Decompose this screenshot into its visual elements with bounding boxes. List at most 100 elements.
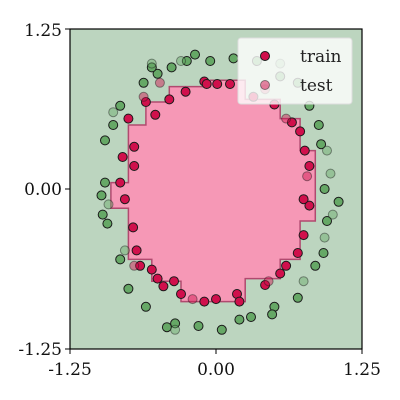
- train-outer-point: [319, 184, 330, 194]
- train-inner-point: [158, 281, 169, 292]
- train-outer-point: [313, 120, 324, 130]
- legend-test-label: test: [300, 76, 333, 96]
- train-outer-point: [161, 322, 172, 333]
- train-inner-point: [117, 152, 128, 162]
- x-axis: -1.25 0.00 1.25: [48, 349, 381, 380]
- test-outer-point: [327, 209, 338, 220]
- train-inner-point: [201, 79, 212, 89]
- train-inner-point: [211, 294, 221, 305]
- train-outer-point: [115, 254, 126, 265]
- test-outer-point: [170, 324, 181, 335]
- train-outer-point: [333, 196, 344, 207]
- train-inner-point: [140, 97, 151, 107]
- train-outer-point: [96, 190, 107, 201]
- train-inner-point: [131, 245, 142, 256]
- train-inner-point: [295, 126, 306, 137]
- train-inner-point: [275, 268, 286, 279]
- test-inner-point: [129, 260, 140, 271]
- train-outer-point: [123, 283, 134, 294]
- train-outer-point: [100, 177, 110, 188]
- train-inner-point: [298, 194, 309, 205]
- train-outer-point: [310, 260, 321, 271]
- legend-test-marker: [260, 80, 270, 90]
- train-inner-point: [234, 296, 245, 307]
- train-inner-point: [292, 248, 303, 258]
- train-inner-point: [212, 79, 223, 89]
- train-inner-point: [129, 161, 140, 171]
- train-inner-point: [164, 94, 175, 105]
- train-outer-point: [166, 62, 177, 73]
- test-inner-point: [302, 171, 313, 182]
- train-inner-point: [304, 200, 315, 211]
- legend: train test: [237, 37, 353, 105]
- test-inner-point: [154, 77, 165, 88]
- train-inner-point: [260, 280, 271, 290]
- test-outer-point: [176, 56, 186, 66]
- test-inner-point: [138, 91, 149, 102]
- test-outer-point: [146, 58, 157, 69]
- train-inner-point: [225, 79, 235, 89]
- test-outer-point: [322, 145, 332, 156]
- train-inner-point: [176, 289, 186, 299]
- train-outer-point: [234, 314, 245, 325]
- train-outer-point: [152, 68, 163, 79]
- y-axis: -1.25 0.00 1.25: [18, 21, 70, 360]
- train-outer-point: [316, 139, 327, 150]
- x-tick-label: 0.00: [197, 360, 235, 380]
- train-outer-point: [146, 62, 157, 73]
- train-outer-point: [140, 301, 151, 312]
- train-outer-point: [115, 100, 126, 111]
- train-outer-point: [181, 56, 192, 66]
- train-outer-point: [138, 77, 149, 88]
- test-outer-point: [319, 232, 330, 243]
- test-outer-point: [325, 168, 336, 179]
- train-inner-point: [150, 109, 161, 120]
- test-inner-point: [187, 294, 198, 305]
- test-inner-point: [263, 276, 274, 287]
- train-outer-point: [246, 312, 256, 322]
- train-inner-point: [115, 177, 126, 188]
- inner-decision-region: [110, 79, 317, 303]
- test-outer-point: [108, 107, 119, 118]
- train-inner-point: [152, 273, 163, 284]
- train-outer-point: [190, 49, 200, 60]
- train-outer-point: [193, 321, 204, 331]
- train-outer-point: [100, 135, 110, 146]
- train-inner-point: [281, 260, 292, 271]
- train-inner-point: [169, 276, 179, 287]
- train-inner-point: [199, 296, 210, 307]
- train-inner-point: [180, 86, 191, 97]
- train-inner-point: [304, 161, 315, 171]
- legend-train-label: train: [300, 47, 342, 67]
- test-outer-point: [298, 276, 309, 287]
- train-outer-point: [228, 53, 239, 64]
- train-outer-point: [267, 309, 278, 320]
- x-tick-label: -1.25: [48, 360, 92, 380]
- y-tick-label: 1.25: [24, 21, 62, 41]
- train-outer-point: [318, 248, 329, 258]
- test-outer-point: [119, 245, 130, 256]
- train-inner-point: [129, 141, 140, 152]
- train-inner-point: [135, 260, 146, 271]
- train-outer-point: [205, 56, 216, 66]
- test-outer-point: [103, 199, 114, 210]
- train-inner-point: [146, 264, 157, 275]
- train-outer-point: [108, 120, 119, 130]
- x-tick-label: 1.25: [343, 360, 381, 380]
- train-inner-point: [299, 145, 310, 156]
- train-outer-point: [102, 218, 113, 229]
- y-tick-label: 0.00: [24, 180, 62, 200]
- train-outer-point: [97, 209, 108, 220]
- legend-train-marker: [260, 51, 270, 61]
- test-inner-point: [281, 113, 292, 124]
- y-tick-label: -1.25: [18, 340, 62, 360]
- train-inner-point: [119, 194, 130, 205]
- train-outer-point: [322, 216, 332, 226]
- train-inner-point: [128, 222, 139, 233]
- train-outer-point: [216, 324, 227, 335]
- train-outer-point: [292, 292, 303, 303]
- train-outer-point: [170, 318, 181, 329]
- train-inner-point: [123, 113, 134, 124]
- train-inner-point: [298, 230, 309, 241]
